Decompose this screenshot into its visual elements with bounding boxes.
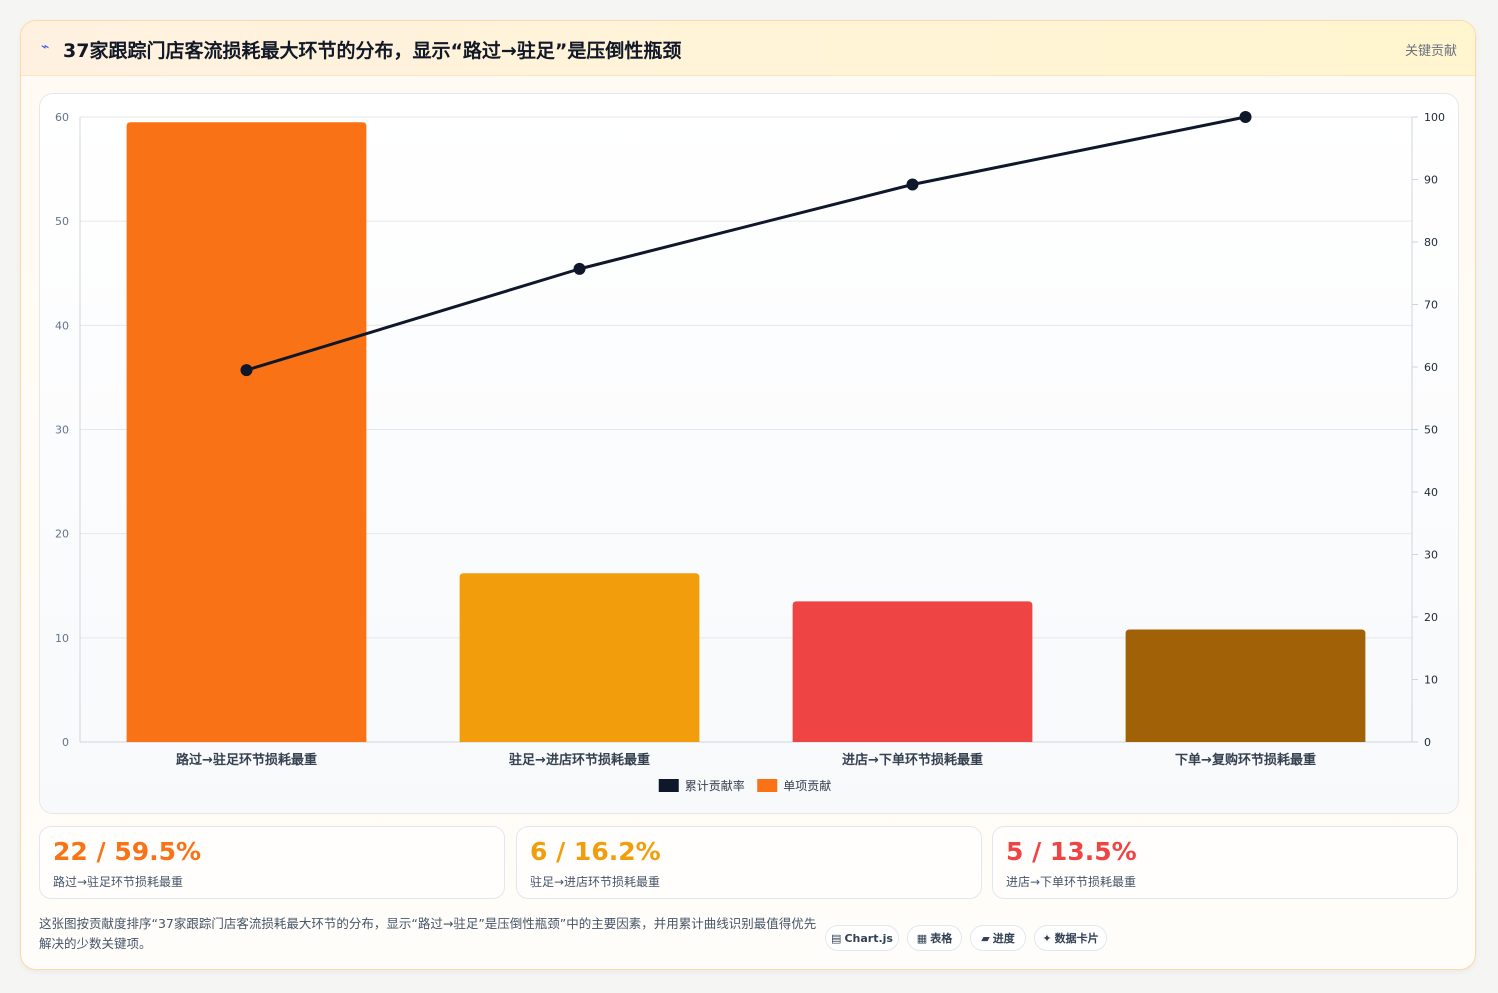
y-tick-label: 20	[55, 528, 69, 541]
chart-icon: ▤	[831, 932, 842, 945]
cumulative-point-2	[573, 262, 586, 275]
y-tick-label: 0	[62, 736, 69, 749]
cumulative-line	[246, 115, 1246, 372]
card-header: ⌁ 37家跟踪门店客流损耗最大环节的分布，显示“路过→驻足”是压倒性瓶颈 关键贡…	[21, 21, 1475, 76]
stat-card-3: 5 / 13.5% 进店→下单环节损耗最重	[992, 826, 1458, 899]
chart-title: 37家跟踪门店客流损耗最大环节的分布，显示“路过→驻足”是压倒性瓶颈	[63, 40, 682, 62]
header-tag: 关键贡献	[1404, 44, 1457, 59]
stat-label: 路过→驻足环节损耗最重	[53, 875, 184, 889]
x-tick-label: 进店→下单环节损耗最重	[842, 752, 983, 768]
stat-card-2: 6 / 16.2% 驻足→进店环节损耗最重	[516, 826, 982, 899]
report-card: ⌁ 37家跟踪门店客流损耗最大环节的分布，显示“路过→驻足”是压倒性瓶颈 关键贡…	[20, 20, 1476, 970]
table-icon: ▦	[916, 932, 928, 945]
chip-table[interactable]: ▦ 表格	[907, 925, 962, 951]
pareto-chart: 0 10 20 30 40 50 60 0 10 20 30 40 50 60 70 80 90 100 路过→驻足…	[55, 111, 1445, 793]
chart-panel: 0 10 20 30 40 50 60 0 10 20 30 40 50 60 70 80 90 100 路过→驻足…	[39, 93, 1459, 814]
legend-label: 单项贡献	[783, 778, 831, 793]
y2-tick-label: 50	[1424, 424, 1438, 437]
legend-label: 累计贡献率	[685, 778, 745, 793]
cumulative-point-4	[1239, 111, 1252, 123]
y2-tick-label: 100	[1424, 111, 1445, 124]
y-tick-label: 40	[55, 319, 69, 332]
bar-4	[1125, 629, 1366, 742]
chart-description: 这张图按贡献度排序“37家跟踪门店客流损耗最大环节的分布，显示“路过→驻足”是压…	[39, 916, 817, 951]
y2-tick-label: 40	[1424, 486, 1438, 499]
y2-tick-label: 70	[1424, 299, 1438, 312]
legend-swatch	[658, 779, 679, 792]
chip-data-card[interactable]: ✦ 数据卡片	[1034, 925, 1107, 951]
sparkle-icon: ✦	[1042, 932, 1052, 945]
y-tick-label: 10	[55, 632, 69, 645]
chip-chartjs[interactable]: ▤ Chart.js	[825, 925, 899, 951]
y2-tick-label: 30	[1424, 549, 1438, 562]
y-tick-label: 60	[55, 111, 69, 124]
legend-swatch	[757, 779, 778, 792]
y2-tick-label: 20	[1424, 611, 1438, 624]
x-tick-label: 下单→复购环节损耗最重	[1175, 752, 1316, 768]
y2-tick-label: 60	[1424, 361, 1438, 374]
stat-value: 6 / 16.2%	[530, 837, 661, 866]
stat-value: 5 / 13.5%	[1006, 837, 1137, 866]
y2-tick-label: 0	[1424, 736, 1431, 749]
cumulative-point-1	[240, 364, 253, 377]
bar-3	[792, 601, 1033, 742]
bar-2	[459, 573, 700, 742]
progress-icon: ▰	[981, 932, 990, 945]
bar-1	[126, 122, 367, 743]
y2-tick-label: 80	[1424, 236, 1438, 249]
y2-tick-label: 90	[1424, 174, 1438, 187]
cumulative-point-3	[906, 178, 919, 191]
stat-value: 22 / 59.5%	[53, 837, 202, 866]
y-tick-label: 30	[55, 424, 69, 437]
x-tick-label: 驻足→进店环节损耗最重	[509, 752, 650, 768]
trend-icon: ⌁	[41, 39, 50, 55]
y-tick-label: 50	[55, 215, 69, 228]
stat-label: 驻足→进店环节损耗最重	[530, 875, 661, 889]
stat-label: 进店→下单环节损耗最重	[1006, 875, 1137, 889]
stat-card-1: 22 / 59.5% 路过→驻足环节损耗最重	[39, 826, 505, 899]
chip-progress[interactable]: ▰ 进度	[970, 925, 1026, 951]
y2-tick-label: 10	[1424, 674, 1438, 687]
x-tick-label: 路过→驻足环节损耗最重	[176, 752, 317, 768]
